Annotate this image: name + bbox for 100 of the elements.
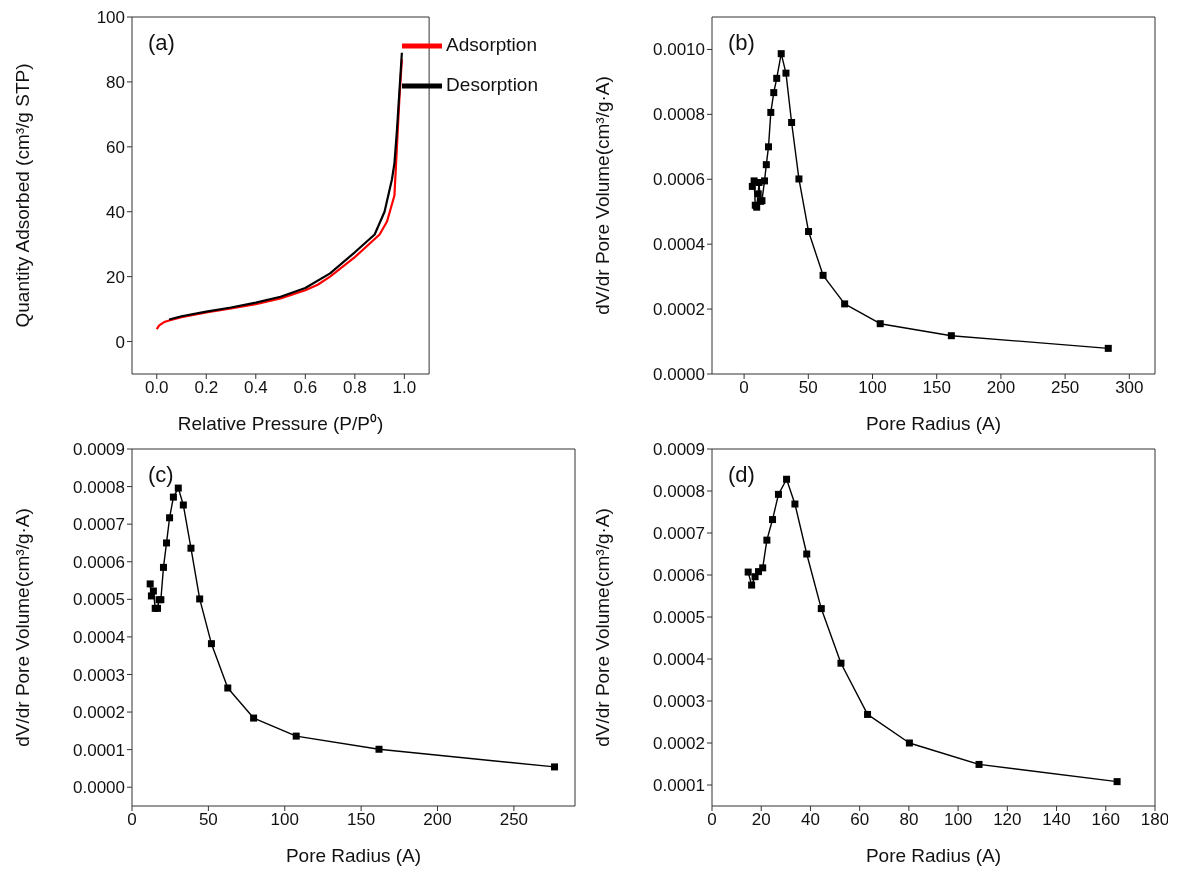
point <box>782 69 790 77</box>
point <box>791 500 799 508</box>
point <box>777 50 785 58</box>
point <box>187 544 195 552</box>
point <box>744 568 752 576</box>
y-tick-label: 0.0004 <box>653 235 705 255</box>
x-tick-label: 100 <box>270 810 299 830</box>
y-tick-label: 0.0008 <box>653 482 705 502</box>
y-tick-label: 0.0003 <box>73 665 125 685</box>
x-tick-label: 60 <box>850 810 870 830</box>
point <box>748 581 756 589</box>
y-tick-label: 0.0000 <box>73 778 125 798</box>
x-tick-label: 300 <box>1115 378 1144 398</box>
y-tick-label: 0 <box>115 332 125 352</box>
y-tick-label: 0.0004 <box>73 627 125 647</box>
point <box>819 271 827 279</box>
point <box>179 501 187 509</box>
point <box>169 493 177 501</box>
x-tick-label: 20 <box>751 810 771 830</box>
x-tick-label: 0.2 <box>194 378 219 398</box>
point <box>805 228 813 236</box>
x-axis-title: Pore Radius (A) <box>865 845 1002 866</box>
point <box>876 320 884 328</box>
annotation: (b) <box>728 30 755 56</box>
x-tick-label: 150 <box>922 378 951 398</box>
x-tick-label: 120 <box>993 810 1022 830</box>
point <box>905 739 913 747</box>
x-tick-label: 50 <box>798 378 818 398</box>
point <box>1104 344 1112 352</box>
point <box>174 484 182 492</box>
y-tick-label: 0.0003 <box>653 692 705 712</box>
point <box>759 564 767 572</box>
x-axis-title: Pore Radius (A) <box>285 845 422 866</box>
y-tick-label: 40 <box>106 202 125 222</box>
x-tick-label: 200 <box>423 810 452 830</box>
y-axis-title: Quantity Adsorbed (cm³/g STP) <box>11 63 33 328</box>
point <box>795 175 803 183</box>
point <box>551 763 559 771</box>
x-tick-label: 80 <box>899 810 919 830</box>
y-tick-label: 80 <box>106 72 125 92</box>
x-tick-label: 50 <box>198 810 218 830</box>
y-tick-label: 0.0002 <box>73 703 125 723</box>
y-tick-label: 0.0004 <box>653 650 705 670</box>
point <box>773 74 781 82</box>
y-tick-label: 0.0002 <box>653 300 705 320</box>
point <box>774 490 782 498</box>
x-tick-label: 1.0 <box>392 378 417 398</box>
point <box>292 732 300 740</box>
point <box>163 539 171 547</box>
y-tick-label: 0.0007 <box>73 515 125 535</box>
point <box>864 710 872 718</box>
y-tick-label: 0.0005 <box>653 608 705 628</box>
y-tick-label: 0.0002 <box>653 734 705 754</box>
x-axis-title: Pore Radius (A) <box>865 413 1002 434</box>
x-tick-label: 100 <box>943 810 973 830</box>
annotation: (d) <box>728 462 755 488</box>
point <box>196 595 204 603</box>
y-tick-label: 0.0001 <box>653 776 705 796</box>
point <box>754 190 762 198</box>
point <box>947 332 955 340</box>
y-axis-title: dV/dr Pore Volume(cm³/g·A) <box>591 76 613 315</box>
point <box>770 89 778 97</box>
point <box>769 516 777 524</box>
point <box>224 684 232 692</box>
point <box>837 659 845 667</box>
point <box>817 605 825 613</box>
y-tick-label: 0.0008 <box>653 105 705 125</box>
y-tick-label: 0.0010 <box>653 40 705 60</box>
y-axis-title: dV/dr Pore Volume(cm³/g·A) <box>11 508 33 747</box>
legend-label: Desorption <box>446 74 538 96</box>
x-tick-label: 100 <box>858 378 887 398</box>
x-tick-label: 160 <box>1091 810 1120 830</box>
annotation: (a) <box>148 30 175 56</box>
x-tick-label: 0.8 <box>343 378 367 398</box>
annotation: (c) <box>148 462 174 488</box>
x-tick-label: 250 <box>1050 378 1080 398</box>
point <box>375 745 383 753</box>
x-tick-label: 200 <box>986 378 1016 398</box>
x-tick-label: 0.0 <box>144 378 169 398</box>
x-tick-label: 0.4 <box>243 378 268 398</box>
y-tick-label: 0.0009 <box>653 440 705 460</box>
y-tick-label: 0.0006 <box>653 170 705 190</box>
point <box>765 143 772 151</box>
y-tick-label: 0.0005 <box>73 590 125 610</box>
point <box>1113 778 1121 786</box>
x-tick-label: 40 <box>800 810 820 830</box>
point <box>146 580 154 588</box>
point <box>763 536 771 544</box>
y-tick-label: 20 <box>106 267 125 287</box>
y-tick-label: 0.0000 <box>653 365 705 385</box>
point <box>149 587 157 595</box>
y-tick-label: 100 <box>96 8 125 28</box>
point <box>166 514 174 522</box>
x-tick-label: 150 <box>346 810 376 830</box>
legend-label: Adsorption <box>446 34 537 56</box>
point <box>761 177 769 185</box>
point <box>250 714 258 722</box>
y-tick-label: 0.0006 <box>653 566 705 586</box>
point <box>767 108 775 116</box>
y-tick-label: 0.0009 <box>73 440 125 460</box>
